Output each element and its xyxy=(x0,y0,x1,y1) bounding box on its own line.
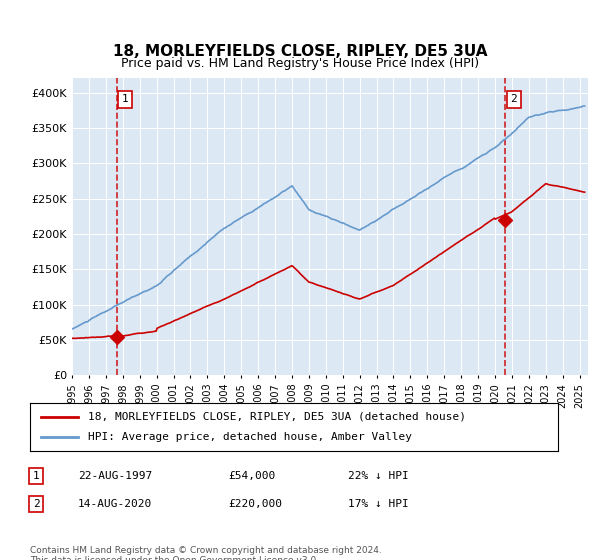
Text: 18, MORLEYFIELDS CLOSE, RIPLEY, DE5 3UA (detached house): 18, MORLEYFIELDS CLOSE, RIPLEY, DE5 3UA … xyxy=(88,412,466,422)
Text: Price paid vs. HM Land Registry's House Price Index (HPI): Price paid vs. HM Land Registry's House … xyxy=(121,57,479,70)
Text: £54,000: £54,000 xyxy=(228,471,275,481)
Text: 17% ↓ HPI: 17% ↓ HPI xyxy=(348,499,409,509)
Text: 18, MORLEYFIELDS CLOSE, RIPLEY, DE5 3UA: 18, MORLEYFIELDS CLOSE, RIPLEY, DE5 3UA xyxy=(113,44,487,59)
Point xyxy=(500,215,510,224)
Text: 1: 1 xyxy=(122,94,128,104)
Text: HPI: Average price, detached house, Amber Valley: HPI: Average price, detached house, Ambe… xyxy=(88,432,412,442)
Text: 22% ↓ HPI: 22% ↓ HPI xyxy=(348,471,409,481)
Text: 14-AUG-2020: 14-AUG-2020 xyxy=(78,499,152,509)
Text: 2: 2 xyxy=(511,94,517,104)
Text: 1: 1 xyxy=(32,471,40,481)
Text: 22-AUG-1997: 22-AUG-1997 xyxy=(78,471,152,481)
Text: £220,000: £220,000 xyxy=(228,499,282,509)
Text: 2: 2 xyxy=(32,499,40,509)
Text: Contains HM Land Registry data © Crown copyright and database right 2024.
This d: Contains HM Land Registry data © Crown c… xyxy=(30,546,382,560)
Point xyxy=(112,333,121,342)
